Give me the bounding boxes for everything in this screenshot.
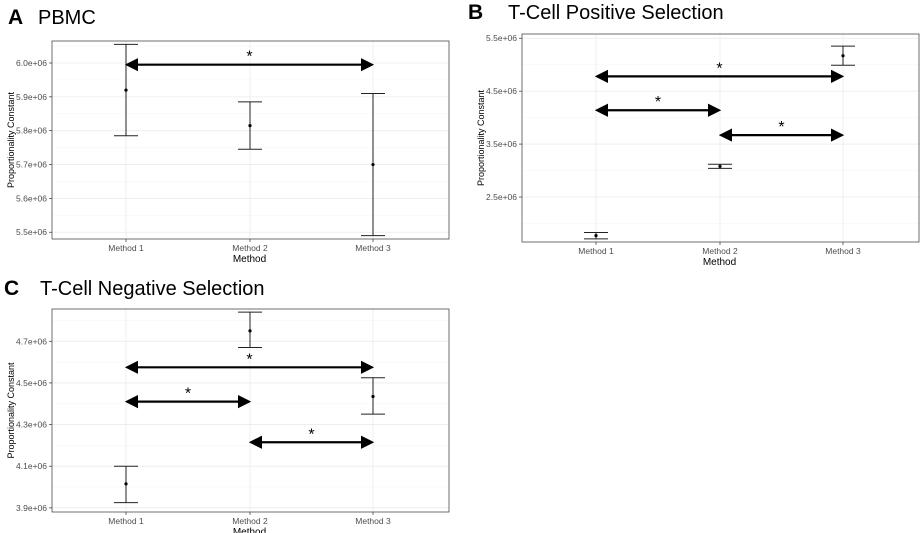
significance-star: * (655, 94, 661, 111)
y-tick-label: 6.0e+06 (16, 58, 47, 68)
x-tick-label: Method 1 (578, 246, 614, 256)
mean-point (371, 162, 375, 167)
y-tick-label: 5.9e+06 (16, 92, 47, 102)
significance-star: * (185, 386, 191, 403)
x-tick-label: Method 3 (355, 516, 391, 526)
chart-title: T-Cell Negative Selection (40, 278, 265, 300)
y-tick-label: 5.6e+06 (16, 193, 47, 203)
y-axis-title: Proportionality Constant (6, 91, 16, 188)
x-axis-title: Method (703, 257, 736, 268)
plot-frame (521, 33, 920, 243)
significance-star: * (308, 426, 314, 443)
x-tick-label: Method 1 (108, 516, 144, 526)
x-tick-label: Method 2 (232, 243, 268, 253)
mean-point (594, 234, 598, 238)
mean-point (248, 329, 252, 333)
y-tick-label: 4.3e+06 (16, 420, 47, 430)
y-tick-label: 3.5e+06 (486, 139, 517, 149)
mean-point (124, 88, 128, 92)
mean-point (248, 124, 252, 128)
plot-frame (51, 308, 450, 513)
x-tick-label: Method 2 (702, 246, 738, 256)
y-tick-label: 4.5e+06 (486, 86, 517, 96)
x-tick-label: Method 1 (108, 243, 144, 253)
chart-panel-a: A PBMC 5.5e+06 5.6e+06 5.7e+06 5.8e+06 5.9e+06… (6, 6, 450, 265)
y-tick-label: 5.8e+06 (16, 126, 47, 136)
panel-letter: A (8, 6, 23, 29)
significance-star: * (716, 60, 722, 77)
chart-panel-b: B T-Cell Positive Selection 2.5e+06 3.5e+06… (468, 1, 920, 268)
y-tick-label: 2.5e+06 (486, 192, 517, 202)
plot-frame (51, 40, 450, 240)
chart-panel-c: C T-Cell Negative Selection 3.9e+06 4.1e+06… (4, 277, 450, 533)
significance-star: * (246, 49, 252, 66)
y-tick-label: 5.7e+06 (16, 160, 47, 170)
x-tick-label: Method 3 (825, 246, 861, 256)
y-tick-label: 4.5e+06 (16, 378, 47, 388)
mean-point (371, 394, 375, 399)
x-tick-label: Method 2 (232, 516, 268, 526)
panel-letter: C (4, 277, 19, 300)
y-tick-label: 4.7e+06 (16, 336, 47, 346)
significance-star: * (778, 119, 784, 136)
chart-title: T-Cell Positive Selection (508, 2, 724, 24)
y-axis-title: Proportionality Constant (6, 362, 16, 459)
x-axis-title: Method (233, 254, 266, 265)
mean-point (124, 482, 128, 486)
significance-star: * (246, 351, 252, 368)
y-tick-label: 5.5e+06 (16, 227, 47, 237)
y-tick-label: 3.9e+06 (16, 503, 47, 513)
y-tick-label: 5.5e+06 (486, 33, 517, 43)
panel-letter: B (468, 1, 483, 24)
chart-title: PBMC (38, 7, 96, 29)
mean-point (841, 54, 845, 58)
y-tick-label: 4.1e+06 (16, 461, 47, 471)
x-tick-label: Method 3 (355, 243, 391, 253)
y-axis-title: Proportionality Constant (476, 89, 486, 186)
mean-point (718, 164, 722, 168)
x-axis-title: Method (233, 527, 266, 533)
